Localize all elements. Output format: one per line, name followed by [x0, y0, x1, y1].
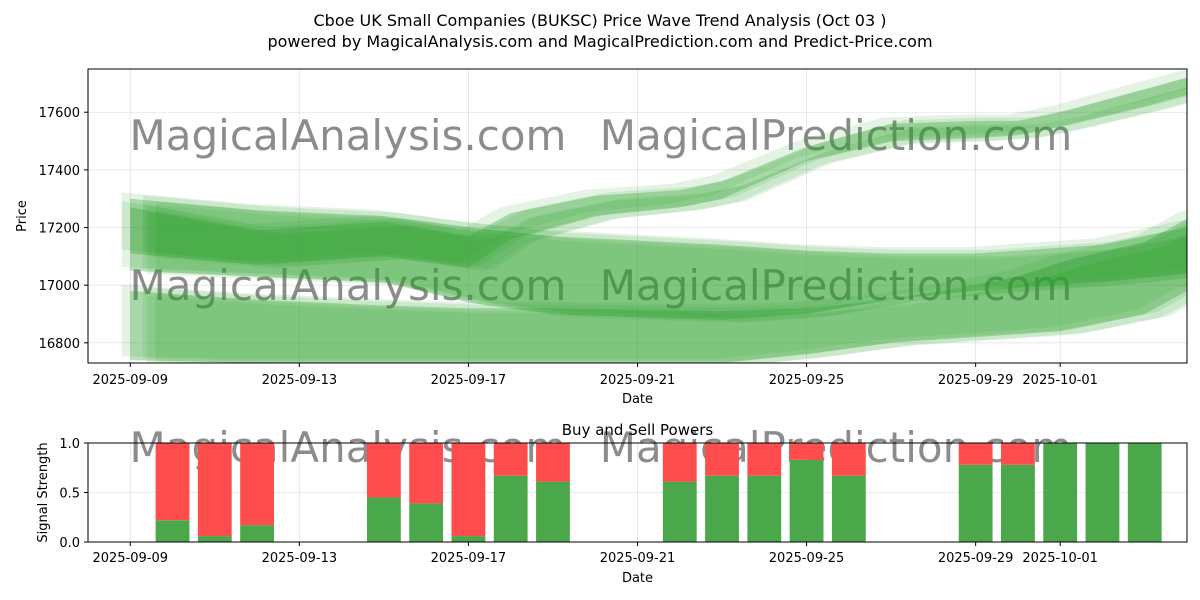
sell-bar — [958, 443, 993, 465]
x-tick-label: 2025-09-25 — [769, 551, 845, 566]
x-tick-label: 2025-10-01 — [1022, 551, 1098, 566]
sell-bar — [409, 443, 444, 504]
y-tick-label: 0.5 — [59, 487, 80, 502]
watermark: MagicalPrediction.com — [600, 111, 1073, 160]
y-tick-label: 17000 — [39, 279, 80, 294]
buy-bar — [831, 475, 866, 542]
x-axis-label: Date — [622, 392, 653, 407]
x-tick-label: 2025-09-21 — [600, 373, 676, 388]
y-axis-label: Price — [15, 200, 30, 232]
wave-band-mid-wave — [130, 198, 1187, 320]
x-tick-label: 2025-09-21 — [600, 551, 676, 566]
wave-band-mid-wave — [155, 201, 1187, 322]
wave-band-low-wave — [121, 209, 1187, 360]
wave-band-low-wave — [147, 233, 1187, 363]
sell-bar — [747, 443, 782, 476]
wave-band-low-wave — [155, 235, 1187, 363]
chart-title: Cboe UK Small Companies (BUKSC) Price Wa… — [314, 11, 887, 30]
sell-bar — [493, 443, 528, 476]
wave-band-mid-wave — [121, 192, 1187, 316]
y-tick-label: 16800 — [39, 337, 80, 352]
x-tick-label: 2025-09-13 — [262, 551, 338, 566]
wave-band-low-wave — [142, 222, 1187, 361]
x-tick-label: 2025-09-29 — [938, 551, 1014, 566]
wave-band-upper-wave — [155, 87, 1187, 270]
buy-bar — [958, 464, 993, 542]
buy-bar — [493, 475, 528, 542]
y-axis-label: Signal Strength — [36, 442, 51, 542]
y-tick-label: 1.0 — [59, 437, 80, 452]
watermark: MagicalAnalysis.com — [130, 261, 567, 310]
sell-bar — [662, 443, 697, 482]
x-tick-label: 2025-09-13 — [262, 373, 338, 388]
buy-bar — [1001, 464, 1035, 542]
buy-bar — [451, 536, 486, 542]
wave-band-upper-wave — [147, 87, 1187, 271]
buy-bar — [197, 536, 232, 542]
buy-bar — [366, 497, 401, 542]
buy-bar — [662, 481, 697, 542]
y-tick-label: 17200 — [39, 222, 80, 237]
y-tick-label: 17400 — [39, 164, 80, 179]
buy-bar — [155, 520, 190, 542]
wave-band-mid-wave — [147, 203, 1187, 323]
y-tick-label: 17600 — [39, 106, 80, 121]
wave-band-mid-wave — [142, 195, 1187, 318]
sell-bar — [1001, 443, 1035, 465]
x-tick-label: 2025-09-09 — [92, 373, 168, 388]
chart-subtitle: powered by MagicalAnalysis.com and Magic… — [267, 32, 932, 51]
x-tick-label: 2025-09-17 — [431, 373, 507, 388]
buy-bar — [409, 503, 444, 542]
wave-band-low-wave — [130, 218, 1187, 363]
watermark: MagicalPrediction.com — [600, 261, 1073, 310]
buy-bar — [747, 475, 782, 542]
sell-bar — [451, 443, 486, 537]
buy-bar — [789, 459, 824, 542]
subchart-title: Buy and Sell Powers — [562, 421, 714, 439]
x-tick-label: 2025-09-25 — [769, 373, 845, 388]
wave-band-upper-wave — [142, 77, 1187, 266]
buy-bar — [1085, 443, 1120, 542]
x-tick-label: 2025-09-29 — [938, 373, 1014, 388]
buy-bar — [1127, 443, 1162, 542]
sell-bar — [831, 443, 866, 476]
price-bands — [121, 70, 1187, 363]
wave-band-upper-wave — [121, 70, 1187, 265]
sell-bar — [789, 443, 824, 460]
y-tick-label: 0.0 — [59, 536, 80, 551]
x-tick-label: 2025-10-01 — [1022, 373, 1098, 388]
sell-bar — [536, 443, 570, 482]
x-tick-label: 2025-09-17 — [431, 551, 507, 566]
buy-bar — [536, 481, 570, 542]
sell-bar — [155, 443, 190, 521]
sell-bar — [705, 443, 739, 476]
x-axis-label: Date — [622, 571, 653, 586]
buy-bar — [1043, 443, 1078, 542]
watermark: MagicalAnalysis.com — [130, 111, 567, 160]
x-tick-label: 2025-09-09 — [92, 551, 168, 566]
sell-bar — [366, 443, 401, 498]
buy-bar — [705, 475, 739, 542]
buy-bar — [240, 525, 274, 542]
wave-band-upper-wave — [130, 77, 1187, 268]
price-wave-chart: MagicalAnalysis.com MagicalPrediction.com… — [15, 68, 1188, 407]
sell-bar — [240, 443, 274, 526]
sell-bar — [197, 443, 232, 537]
buy-sell-chart: MagicalAnalysis.comMagicalPrediction.com… — [36, 421, 1188, 586]
